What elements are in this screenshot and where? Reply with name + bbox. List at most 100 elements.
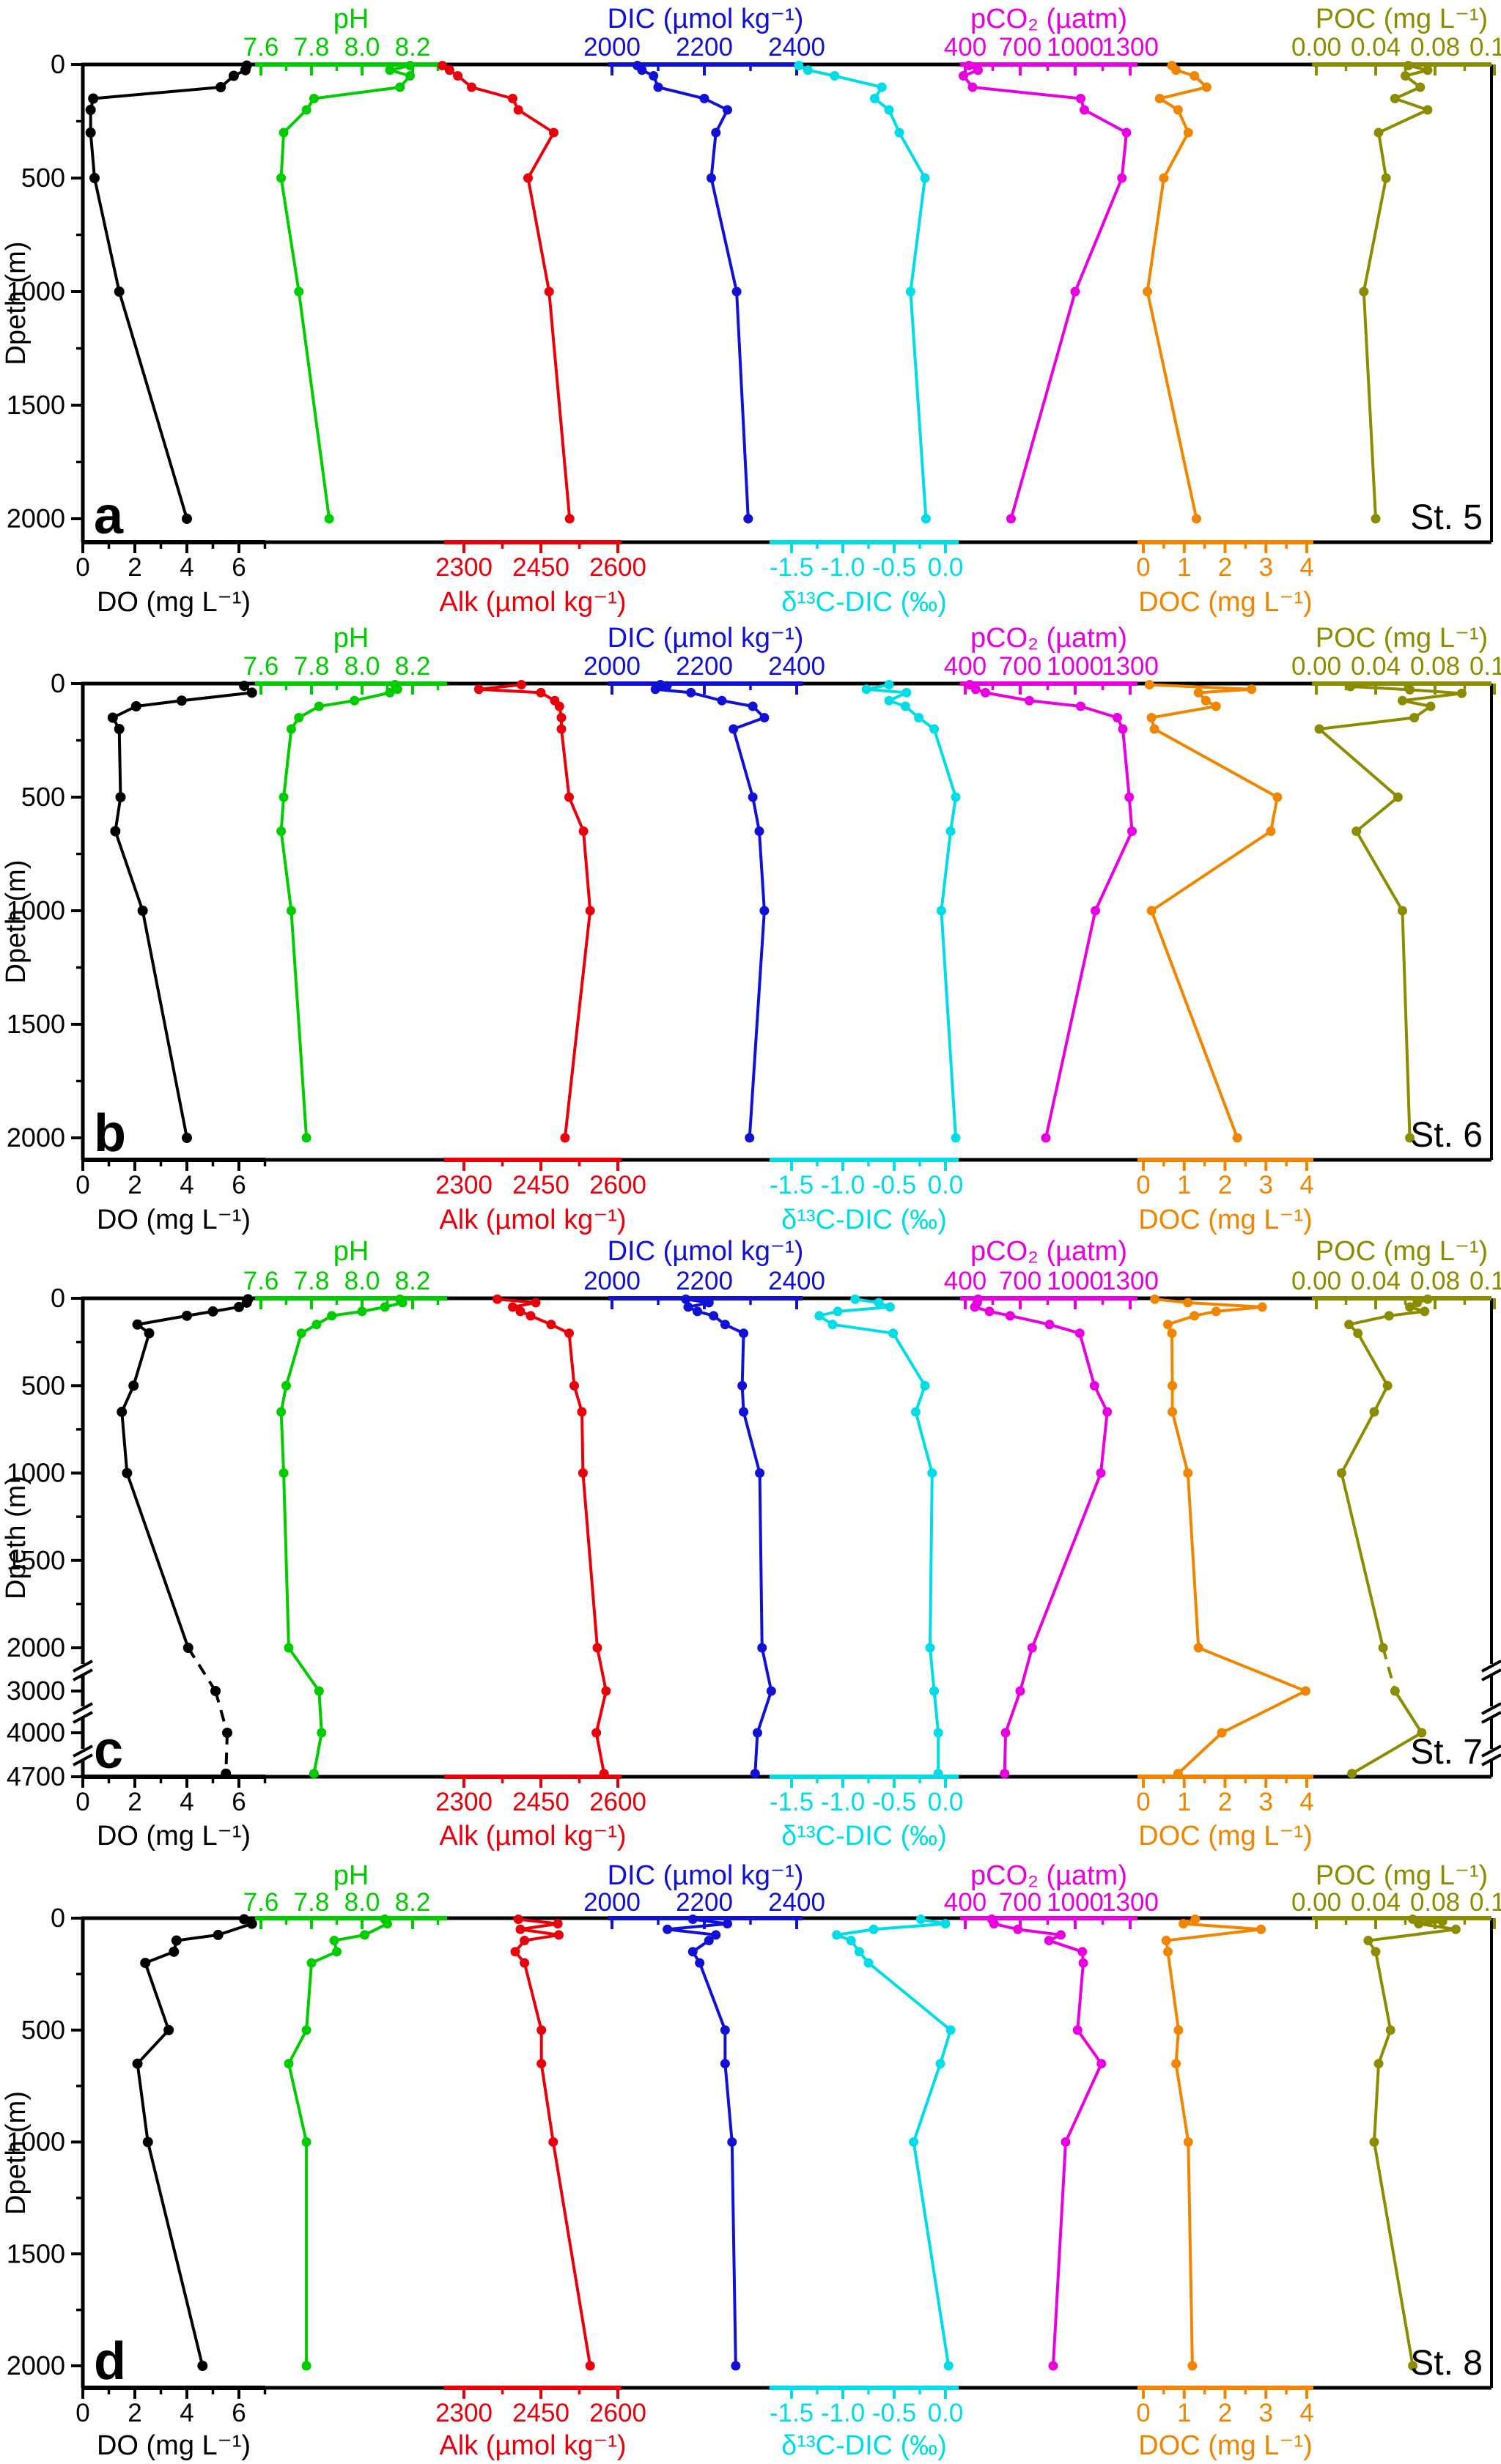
d13C-profile-line — [912, 2062, 942, 2143]
DIC-profile-line — [721, 699, 753, 708]
panel-letter: b — [94, 1104, 126, 1163]
station-label: St. 7 — [1410, 1733, 1483, 1772]
Alk-profile-line — [551, 2142, 592, 2367]
POC-data-point — [1373, 2059, 1384, 2069]
DIC-axis-title: DIC (µmol kg⁻¹) — [608, 4, 804, 34]
d13C-profile-line — [909, 291, 928, 519]
pCO2-data-point — [1076, 94, 1085, 103]
POC-data-point — [1344, 1320, 1354, 1330]
DO-data-point — [128, 1380, 139, 1391]
d13C-profile-line — [932, 728, 957, 798]
POC-data-point — [1417, 1728, 1427, 1738]
depth-tick-label: 1500 — [7, 2238, 65, 2268]
POC-data-point — [1397, 906, 1407, 916]
Alk-data-point — [523, 173, 533, 183]
POC-profile-line — [1354, 830, 1404, 912]
pH-profile-line — [319, 699, 355, 708]
POC-axis-title: POC (mg L⁻¹) — [1316, 1236, 1488, 1267]
pH-profile-line — [331, 1309, 363, 1317]
d13C-data-point — [940, 1919, 951, 1929]
Alk-profile-line — [517, 1917, 558, 1925]
Alk-profile-line — [539, 2063, 555, 2142]
pCO2-profile-line — [1076, 2029, 1103, 2065]
Alk-tick-label: 2450 — [512, 1788, 569, 1816]
DIC-axis-title: DIC (µmol kg⁻¹) — [608, 1861, 804, 1891]
DOC-tick-label: 2 — [1218, 1788, 1232, 1816]
POC-profile-line — [1401, 910, 1412, 1139]
pH-data-point — [357, 1306, 367, 1317]
Alk-data-point — [453, 71, 463, 81]
DIC-data-point — [723, 1919, 732, 1929]
DIC-data-point — [687, 1947, 698, 1957]
pCO2-axis-title: pCO₂ (µatm) — [970, 623, 1127, 654]
POC-profile-line — [1402, 692, 1462, 703]
POC-data-point — [1381, 173, 1391, 183]
pH-profile-line — [282, 1473, 290, 1649]
DIC-profile-line — [753, 1732, 759, 1774]
d13C-data-point — [936, 906, 946, 916]
DOC-data-point — [1190, 1311, 1200, 1321]
POC-tick-label: 0.00 — [1291, 33, 1341, 62]
depth-tick-label: 2000 — [7, 1632, 65, 1662]
DIC-data-point — [717, 695, 727, 706]
d13C-data-point — [920, 173, 930, 183]
POC-tick-label: 0.00 — [1291, 652, 1341, 681]
pH-profile-line — [279, 132, 286, 179]
POC-data-point — [1353, 1328, 1363, 1339]
d13C-profile-line — [929, 1647, 936, 1692]
pH-profile-line — [287, 2063, 309, 2142]
panel-d: 0 500 1000 1500 2000 Dpeth (m) 0 2 4 6 DO (mg L⁻¹)… — [0, 1861, 1501, 2464]
Alk-profile-line — [567, 1333, 576, 1386]
Alk-data-point — [531, 1298, 541, 1308]
DO-tick-label: 0 — [75, 1788, 89, 1816]
Alk-profile-line — [582, 831, 592, 911]
DO-axis-title: DO (mg L⁻¹) — [97, 1821, 251, 1851]
Alk-data-point — [516, 680, 526, 690]
POC-data-point — [1405, 1133, 1415, 1143]
DO-axis-title: DO (mg L⁻¹) — [97, 2430, 251, 2461]
d13C-data-point — [909, 2137, 919, 2147]
d13C-tick-label: -1.0 — [821, 1171, 865, 1199]
DO-data-point — [171, 1935, 182, 1946]
DIC-axis-title: DIC (µmol kg⁻¹) — [608, 1236, 804, 1267]
DOC-tick-label: 2 — [1218, 2399, 1232, 2427]
DIC-data-point — [699, 94, 709, 103]
Alk-data-point — [569, 1380, 579, 1391]
DIC-profile-line — [756, 1690, 773, 1734]
DO-profile-line — [181, 691, 252, 703]
pCO2-profile-line — [1019, 1647, 1034, 1692]
DO-tick-label: 2 — [128, 553, 141, 582]
DO-profile-line — [93, 177, 121, 292]
Alk-axis-title: Alk (µmol kg⁻¹) — [439, 587, 626, 618]
pCO2-profile-line — [1074, 177, 1124, 292]
POC-data-point — [1314, 724, 1324, 734]
DO-data-point — [222, 1728, 233, 1738]
DOC-data-point — [1162, 1320, 1173, 1330]
DO-data-point — [197, 2361, 208, 2371]
Alk-data-point — [508, 94, 517, 103]
POC-profile-line — [1374, 1951, 1393, 2031]
POC-data-point — [1390, 94, 1400, 103]
DO-data-point — [215, 82, 226, 92]
DIC-profile-line — [758, 1473, 764, 1649]
d13C-tick-label: -1.5 — [770, 1788, 814, 1816]
pH-profile-line — [279, 177, 300, 292]
depth-tick-label: 0 — [51, 1283, 65, 1313]
d13C-data-point — [884, 680, 894, 690]
d13C-profile-line — [940, 910, 957, 1139]
pCO2-tick-label: 400 — [944, 1267, 986, 1295]
pH-data-point — [279, 127, 289, 138]
d13C-tick-label: -1.5 — [770, 1171, 814, 1199]
DIC-tick-label: 2200 — [676, 652, 733, 681]
pH-data-point — [294, 286, 304, 297]
d13C-data-point — [854, 1947, 864, 1957]
DOC-data-point — [1190, 1914, 1201, 1925]
DIC-profile-line — [751, 796, 761, 832]
panel-d-plot: 0 500 1000 1500 2000 Dpeth (m) 0 2 4 6 DO (mg L⁻¹)… — [1, 1861, 1501, 2461]
pCO2-data-point — [1096, 2059, 1107, 2069]
d13C-profile-line — [867, 1961, 952, 2032]
d13C-data-point — [803, 65, 813, 75]
DIC-data-point — [687, 1914, 698, 1925]
pCO2-data-point — [1096, 1468, 1106, 1478]
DIC-data-point — [759, 906, 770, 916]
